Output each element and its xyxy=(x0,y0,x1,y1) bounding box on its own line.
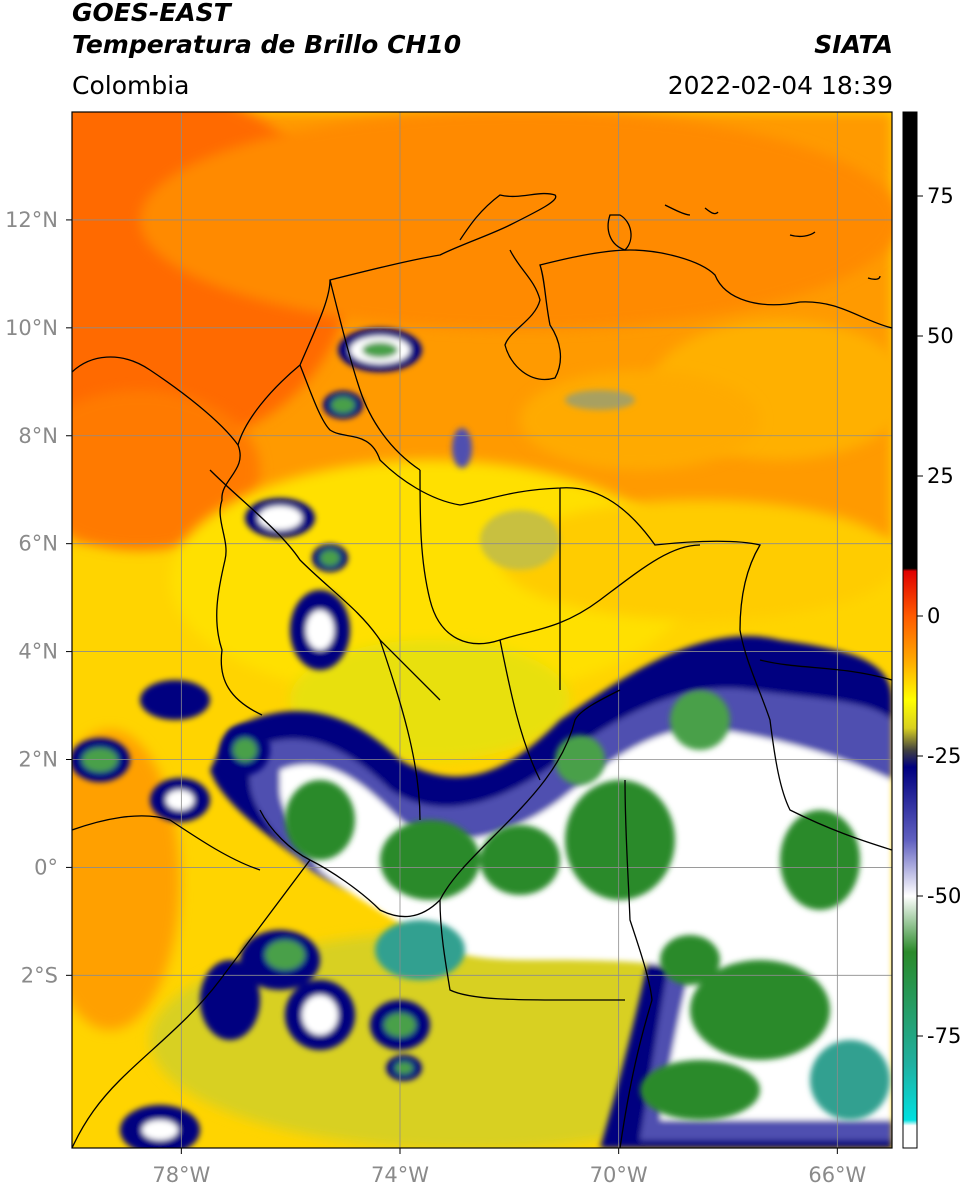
peru-brazil-border xyxy=(619,999,653,1148)
country-borders xyxy=(72,192,892,1148)
caribbean-coastline xyxy=(237,192,557,446)
island-2 xyxy=(704,207,719,215)
dept-line-1 xyxy=(209,469,441,701)
latitude-label: 2°S xyxy=(21,963,58,987)
colorbar xyxy=(902,111,918,1149)
latitude-labels: 12°N 10°N 8°N 6°N 4°N 2°N 0° 2°S xyxy=(5,208,72,987)
brazil-border xyxy=(624,779,653,1001)
colombia-venezuela-border xyxy=(299,364,892,851)
dept-line-4 xyxy=(379,639,421,821)
pacific-coastline xyxy=(72,356,263,716)
dept-line-2 xyxy=(329,279,421,471)
longitude-label: 78°W xyxy=(152,1163,210,1187)
longitude-label: 70°W xyxy=(590,1163,648,1187)
colorbar-label: 75 xyxy=(927,184,954,208)
organization-label: SIATA xyxy=(814,30,893,59)
amazon-border xyxy=(439,899,625,1001)
colorbar-label: -50 xyxy=(927,884,961,908)
colorbar-label: -75 xyxy=(927,1024,961,1048)
latitude-label: 8°N xyxy=(18,424,58,448)
longitude-label: 66°W xyxy=(808,1163,866,1187)
latitude-label: 4°N xyxy=(18,640,58,664)
paraguana xyxy=(607,214,632,251)
datetime-label: 2022-02-04 18:39 xyxy=(667,71,893,100)
region-label: Colombia xyxy=(72,71,190,100)
venezuela-coast xyxy=(504,249,892,381)
longitude-labels: 78°W 74°W 70°W 66°W xyxy=(152,1148,867,1187)
latitude-label: 0° xyxy=(34,855,58,879)
island-1 xyxy=(664,204,691,216)
latitude-label: 10°N xyxy=(5,316,58,340)
island-4 xyxy=(867,275,881,280)
colorbar-label: -25 xyxy=(927,744,961,768)
map-frame xyxy=(71,111,893,1149)
dept-line-5 xyxy=(499,639,541,781)
colorbar-ticks: 75 50 25 0 -25 -50 -75 xyxy=(917,184,961,1048)
latitude-label: 2°N xyxy=(18,748,58,772)
colorbar-label: 25 xyxy=(927,464,954,488)
brightness-temperature-field xyxy=(72,112,892,1148)
latitude-label: 6°N xyxy=(18,532,58,556)
satellite-title: GOES-EAST xyxy=(72,0,231,27)
product-title: Temperatura de Brillo CH10 xyxy=(72,30,462,59)
southern-border xyxy=(259,689,621,918)
island-3 xyxy=(789,231,816,238)
latitude-label: 12°N xyxy=(5,208,58,232)
longitude-label: 74°W xyxy=(371,1163,429,1187)
ecuador-colombia-border xyxy=(72,815,261,871)
dept-line-6 xyxy=(759,659,892,681)
colorbar-label: 0 xyxy=(927,604,940,628)
colorbar-label: 50 xyxy=(927,324,954,348)
ecuador-peru-border xyxy=(72,859,311,1148)
